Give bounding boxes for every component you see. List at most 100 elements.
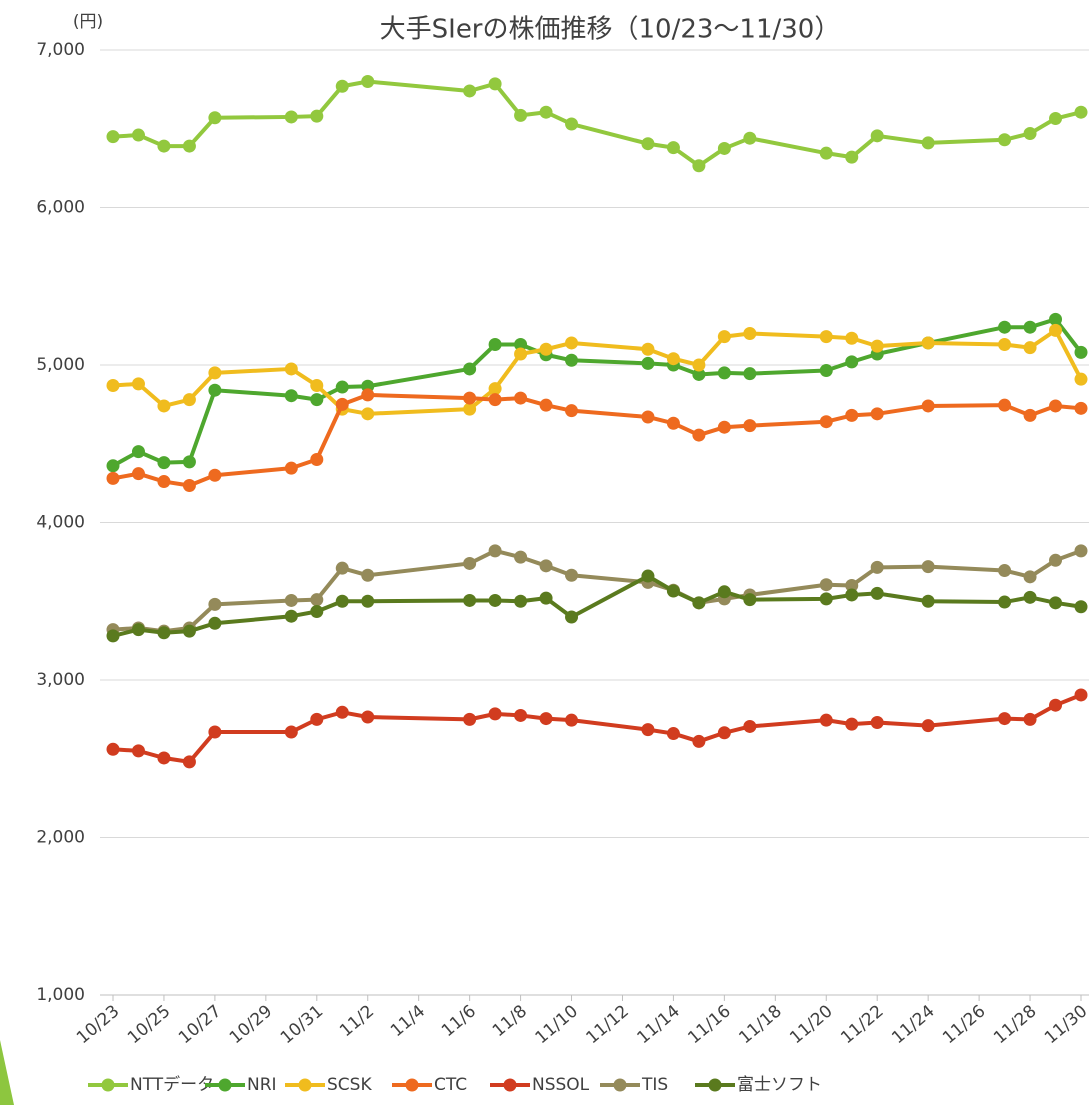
x-tick-label: 11/4 — [387, 1001, 429, 1041]
data-point — [565, 404, 579, 418]
data-point — [1049, 312, 1063, 326]
data-point — [182, 393, 196, 407]
legend-item: CTC — [392, 1075, 467, 1095]
data-point — [488, 393, 502, 407]
data-point — [1049, 596, 1063, 610]
data-point — [310, 109, 324, 123]
data-point — [131, 467, 145, 481]
data-point — [488, 338, 502, 352]
data-point — [157, 626, 171, 640]
data-point — [106, 629, 120, 643]
y-axis-label: (円) — [73, 12, 103, 32]
data-point — [463, 362, 477, 376]
data-point — [666, 416, 680, 430]
data-point — [666, 727, 680, 741]
data-point — [1023, 320, 1037, 334]
data-point — [182, 455, 196, 469]
data-point — [310, 453, 324, 466]
legend-item: NRI — [205, 1075, 277, 1095]
y-tick-label: 3,000 — [36, 670, 85, 690]
legend-marker — [613, 1078, 627, 1092]
legend-item: 富士ソフト — [695, 1075, 822, 1095]
data-point — [361, 388, 375, 402]
data-point — [1049, 553, 1063, 567]
data-point — [692, 428, 706, 442]
data-point — [845, 355, 859, 369]
data-point — [284, 609, 298, 623]
data-point — [743, 327, 757, 340]
data-point — [284, 725, 298, 739]
data-point — [463, 712, 477, 726]
data-point — [666, 584, 680, 598]
data-point — [310, 712, 324, 726]
data-point — [335, 594, 349, 608]
data-point — [208, 725, 222, 739]
data-point — [870, 129, 884, 143]
y-tick-label: 6,000 — [36, 198, 85, 218]
data-point — [819, 146, 833, 160]
data-point — [1074, 345, 1088, 359]
data-point — [539, 591, 553, 605]
data-point — [717, 726, 731, 740]
data-point — [743, 419, 757, 433]
data-point — [1023, 341, 1037, 355]
data-point — [692, 734, 706, 748]
legend-label: 富士ソフト — [737, 1075, 822, 1095]
legend-label: TIS — [641, 1075, 668, 1095]
data-point — [514, 338, 528, 352]
data-point — [488, 593, 502, 607]
data-point — [539, 559, 553, 573]
data-point — [157, 751, 171, 765]
legend-marker — [298, 1078, 312, 1092]
legend-marker — [101, 1078, 115, 1092]
data-point — [743, 131, 757, 145]
data-point — [361, 594, 375, 608]
x-tick-label: 11/22 — [837, 1001, 887, 1048]
legend-label: SCSK — [327, 1075, 372, 1095]
data-point — [743, 593, 757, 607]
data-point — [131, 623, 145, 637]
legend-label: NTTデータ — [130, 1074, 214, 1095]
data-point — [1049, 698, 1063, 712]
data-point — [819, 415, 833, 429]
data-point — [310, 604, 324, 618]
data-point — [743, 367, 757, 381]
data-point — [845, 717, 859, 731]
x-tick-label: 11/14 — [633, 1001, 683, 1048]
x-tick-label: 11/20 — [786, 1001, 836, 1048]
data-point — [1049, 323, 1063, 337]
data-point — [819, 330, 833, 344]
data-point — [335, 380, 349, 394]
data-point — [998, 595, 1012, 609]
data-point — [845, 408, 859, 422]
data-point — [692, 159, 706, 173]
data-point — [208, 597, 222, 611]
x-tick-label: 11/24 — [888, 1001, 938, 1048]
data-point — [284, 593, 298, 607]
data-point — [819, 578, 833, 592]
y-tick-label: 1,000 — [36, 985, 85, 1005]
series-line — [112, 574, 1082, 638]
y-tick-label: 2,000 — [36, 828, 85, 848]
data-point — [157, 456, 171, 470]
data-point — [666, 141, 680, 155]
data-point — [463, 593, 477, 607]
data-point — [284, 110, 298, 124]
data-point — [208, 383, 222, 397]
data-point — [106, 742, 120, 756]
x-tick-label: 11/26 — [939, 1001, 989, 1048]
series-line — [112, 79, 1082, 168]
data-point — [921, 560, 935, 574]
data-point — [921, 336, 935, 350]
x-tick-label: 11/16 — [684, 1001, 734, 1048]
data-point — [539, 712, 553, 726]
data-point — [514, 550, 528, 564]
data-point — [819, 592, 833, 606]
legend-item: SCSK — [285, 1075, 372, 1095]
data-point — [463, 402, 477, 416]
legend-item: TIS — [600, 1075, 668, 1095]
data-point — [208, 468, 222, 482]
data-point — [208, 111, 222, 125]
data-point — [106, 471, 120, 485]
data-point — [743, 719, 757, 733]
